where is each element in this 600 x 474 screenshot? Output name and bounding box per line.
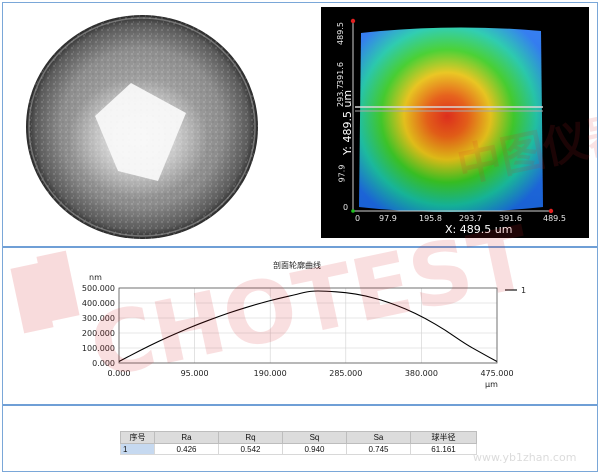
profile-chart-panel: 剖面轮廓曲线 0.000 100.000 200.000 300.000 400.000… — [3, 248, 597, 404]
col-header-ra: Ra — [154, 431, 219, 444]
col-header-rq: Rq — [218, 431, 283, 444]
series-line — [118, 290, 498, 362]
x-tick: 0 — [355, 214, 361, 223]
x-tick: 293.7 — [459, 214, 482, 223]
sample-photo — [26, 15, 258, 239]
y-tick-label: 200.000 — [82, 329, 115, 338]
cell-sa: 0.745 — [346, 443, 411, 455]
profile-chart: 0.000 100.000 200.000 300.000 400.000 500.000… — [82, 273, 526, 389]
x-axis-label: μm — [485, 380, 498, 389]
section-divider — [3, 246, 597, 248]
x-axis-end-marker — [548, 208, 554, 214]
x-tick-label: 0.000 — [108, 369, 131, 378]
y-tick-label: 400.000 — [82, 299, 115, 308]
x-tick: 195.8 — [419, 214, 442, 223]
surface-3d-plot — [350, 18, 554, 214]
table-header-row: 序号 Ra Rq Sq Sa 球半径 — [120, 431, 477, 444]
col-header-sa: Sa — [346, 431, 411, 444]
top-panel: 0 97.9 195.8 293.7 391.6 489.5 0 97.9 29… — [3, 3, 597, 246]
table-row[interactable]: 1 0.426 0.542 0.940 0.745 61.161 — [120, 443, 477, 455]
x-axis-title: X: 489.5 um — [445, 223, 513, 236]
y-axis-label: nm — [89, 273, 102, 282]
col-header-sq: Sq — [282, 431, 347, 444]
chart-title: 剖面轮廓曲线 — [273, 261, 321, 270]
col-header-sphere-radius: 球半径 — [410, 431, 477, 444]
results-table-wrap: 序号 Ra Rq Sq Sa 球半径 1 0.426 0.542 0.940 0… — [120, 431, 477, 455]
y-axis-title: Y: 489.5 um — [341, 89, 354, 155]
y-tick-label: 300.000 — [82, 314, 115, 323]
x-tick: 391.6 — [499, 214, 522, 223]
y-tick-label: 500.000 — [82, 284, 115, 293]
plot-frame — [118, 287, 498, 364]
legend-label: 1 — [521, 286, 526, 295]
y-tick: 97.9 — [337, 164, 347, 183]
origin-marker — [351, 209, 355, 213]
x-tick-label: 95.000 — [181, 369, 209, 378]
col-header-index: 序号 — [120, 431, 155, 444]
y-tick: 391.6 — [335, 62, 345, 85]
x-tick-label: 285.000 — [329, 369, 362, 378]
section-divider — [3, 404, 597, 406]
cell-sq: 0.940 — [282, 443, 347, 455]
y-tick: 0 — [343, 203, 349, 212]
x-tick: 489.5 — [543, 214, 566, 223]
cell-sphere-radius: 61.161 — [410, 443, 477, 455]
y-tick-label: 0.000 — [92, 359, 115, 368]
cell-ra: 0.426 — [154, 443, 219, 455]
x-tick-label: 475.000 — [480, 369, 513, 378]
y-tick-label: 100.000 — [82, 344, 115, 353]
y-tick: 489.5 — [335, 22, 345, 45]
cell-rq: 0.542 — [218, 443, 283, 455]
y-axis-end-marker — [350, 18, 356, 24]
results-table: 序号 Ra Rq Sq Sa 球半径 1 0.426 0.542 0.940 0… — [120, 431, 477, 455]
x-tick-label: 190.000 — [254, 369, 287, 378]
cell-index: 1 — [120, 443, 155, 455]
x-tick-label: 380.000 — [405, 369, 438, 378]
surface-3d-map: 0 97.9 195.8 293.7 391.6 489.5 0 97.9 29… — [321, 7, 589, 238]
x-tick: 97.9 — [379, 214, 397, 223]
watermark-site: www.yb1zhan.com — [473, 451, 576, 464]
